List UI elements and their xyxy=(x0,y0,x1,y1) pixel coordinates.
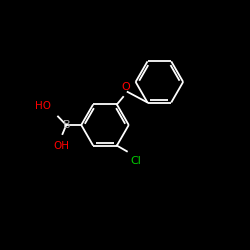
Text: HO: HO xyxy=(35,101,51,111)
Text: B: B xyxy=(62,120,70,130)
Text: Cl: Cl xyxy=(130,156,141,166)
Text: O: O xyxy=(121,82,130,92)
Text: OH: OH xyxy=(53,141,69,151)
